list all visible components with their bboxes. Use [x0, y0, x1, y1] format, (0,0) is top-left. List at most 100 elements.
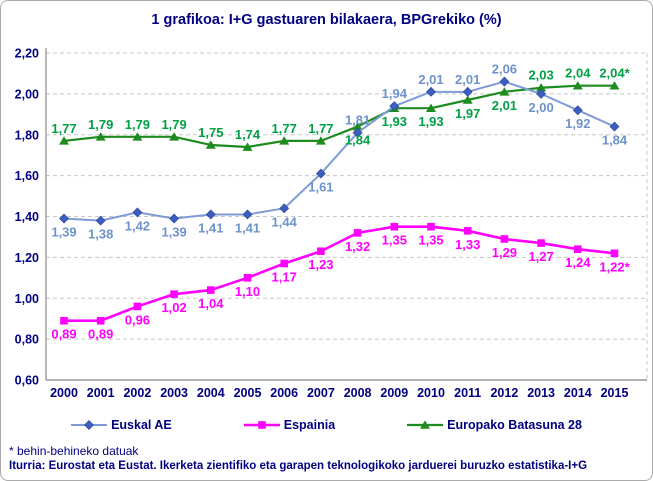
data-point-label: 2,00 [528, 100, 553, 115]
x-axis-tick-label: 2002 [123, 386, 151, 400]
data-point-marker [279, 203, 290, 214]
x-axis-tick-label: 2000 [50, 386, 78, 400]
data-point-marker [205, 140, 216, 149]
data-point-marker [499, 87, 510, 96]
data-point-marker [315, 168, 326, 179]
legend: Euskal AE Espainia Europako Batasuna 28 [1, 414, 652, 436]
data-point-label: 1,23 [308, 257, 333, 272]
x-axis-tick-label: 2010 [417, 386, 445, 400]
data-point-marker [242, 209, 253, 220]
data-point-marker [572, 81, 583, 90]
data-point-marker [132, 207, 143, 218]
legend-label: Euskal AE [111, 418, 172, 432]
y-axis-tick-label: 1,20 [15, 251, 39, 265]
data-point-marker [537, 239, 545, 247]
series-line-0 [63, 80, 615, 222]
data-point-label: 0,96 [125, 312, 150, 327]
data-point-label: 2,01 [455, 72, 480, 87]
x-axis-tick-label: 2009 [380, 386, 408, 400]
x-axis-tick-label: 2004 [197, 386, 225, 400]
data-point-label: 1,42 [125, 218, 150, 233]
x-axis-tick-label: 2015 [601, 386, 629, 400]
legend-item-europako-batasuna-28: Europako Batasuna 28 [407, 418, 582, 432]
data-point-marker [536, 88, 547, 99]
legend-item-espainia: Espainia [243, 418, 335, 432]
data-point-marker [499, 76, 510, 87]
data-point-label: 2,03 [528, 68, 553, 83]
data-point-label: 1,92 [565, 116, 590, 131]
data-point-label: 1,29 [492, 245, 517, 260]
data-point-label: 1,93 [382, 114, 407, 129]
data-point-marker [95, 132, 106, 141]
data-point-marker [242, 142, 253, 151]
series-line-2 [63, 84, 615, 149]
data-point-label: 1,44 [272, 214, 298, 229]
x-axis-tick-label: 2007 [307, 386, 335, 400]
data-point-label: 0,89 [88, 327, 113, 342]
x-axis-tick-label: 2006 [270, 386, 298, 400]
x-axis-tick-label: 2012 [490, 386, 518, 400]
data-point-label: 1,97 [455, 106, 480, 121]
y-axis-tick-label: 1,40 [15, 210, 39, 224]
data-point-marker [133, 302, 142, 311]
data-point-marker [169, 132, 180, 141]
data-point-marker [315, 136, 326, 145]
data-point-label: 2,06 [492, 62, 517, 77]
data-point-label: 1,84 [602, 133, 628, 148]
data-point-marker [389, 101, 400, 112]
chart-title: 1 grafikoa: I+G gastuaren bilakaera, BPG… [151, 12, 502, 28]
x-axis-tick-label: 2014 [564, 386, 592, 400]
data-point-marker [609, 121, 620, 132]
data-point-label: 1,35 [418, 233, 443, 248]
espainia-line-marker-icon [243, 421, 280, 429]
x-axis-tick-label: 2003 [160, 386, 188, 400]
line-chart-svg: 2,20 2,00 1,80 1,60 1,40 1,20 1,00 0,80 0,60 2000… [15, 47, 648, 400]
data-point-marker [462, 86, 473, 97]
data-point-marker [169, 213, 180, 224]
data-point-label: 1,04 [198, 296, 224, 311]
data-point-label: 1,93 [418, 114, 443, 129]
source-note: Iturria: Eurostat eta Eustat. Ikerketa z… [9, 460, 588, 472]
x-axis-tick-label: 2011 [454, 386, 481, 400]
data-point-marker [609, 81, 620, 90]
y-axis-tick-label: 2,20 [15, 47, 39, 61]
data-point-label: 1,24 [565, 255, 591, 270]
data-point-label: 1,22* [599, 259, 630, 274]
data-point-marker [426, 86, 436, 97]
legend-marker-shape [257, 421, 266, 429]
data-point-label: 1,33 [455, 237, 480, 252]
data-point-marker [132, 132, 143, 141]
data-point-label: 1,32 [345, 239, 370, 254]
data-point-label: 1,41 [235, 220, 260, 235]
data-point-marker [60, 316, 68, 325]
euskal-ae-line-marker-icon [71, 420, 108, 430]
data-point-label: 1,81 [345, 113, 370, 128]
data-point-label: 1,77 [51, 121, 76, 136]
x-axis-tick-label: 2005 [234, 386, 262, 400]
data-point-marker [279, 136, 290, 145]
data-point-marker [574, 245, 582, 253]
data-point-label: 1,38 [88, 227, 113, 242]
legend-marker-shape [84, 420, 95, 430]
data-point-marker [427, 222, 435, 231]
data-point-label: 1,02 [161, 300, 186, 315]
x-axis-tick-label: 2013 [527, 386, 555, 400]
data-point-marker [390, 222, 399, 231]
data-point-label: 1,39 [161, 225, 186, 240]
legend-label: Europako Batasuna 28 [447, 418, 582, 432]
x-axis-tick-label: 2008 [344, 386, 372, 400]
data-point-label: 1,41 [198, 220, 223, 235]
data-point-marker [352, 121, 363, 131]
data-point-label: 1,77 [272, 121, 297, 136]
y-axis-tick-label: 2,00 [15, 87, 39, 101]
data-point-label: 1,27 [528, 249, 553, 264]
y-axis-tick-label: 1,60 [15, 169, 39, 183]
x-axis-tick-label: 2001 [87, 386, 115, 400]
data-point-label: 2,01 [418, 72, 443, 87]
data-point-marker [280, 259, 288, 268]
legend-marker-shape [420, 420, 431, 429]
data-point-label: 2,04 [565, 66, 591, 81]
y-axis-tick-label: 0,60 [15, 374, 39, 388]
y-axis-tick-label: 1,00 [15, 292, 39, 306]
